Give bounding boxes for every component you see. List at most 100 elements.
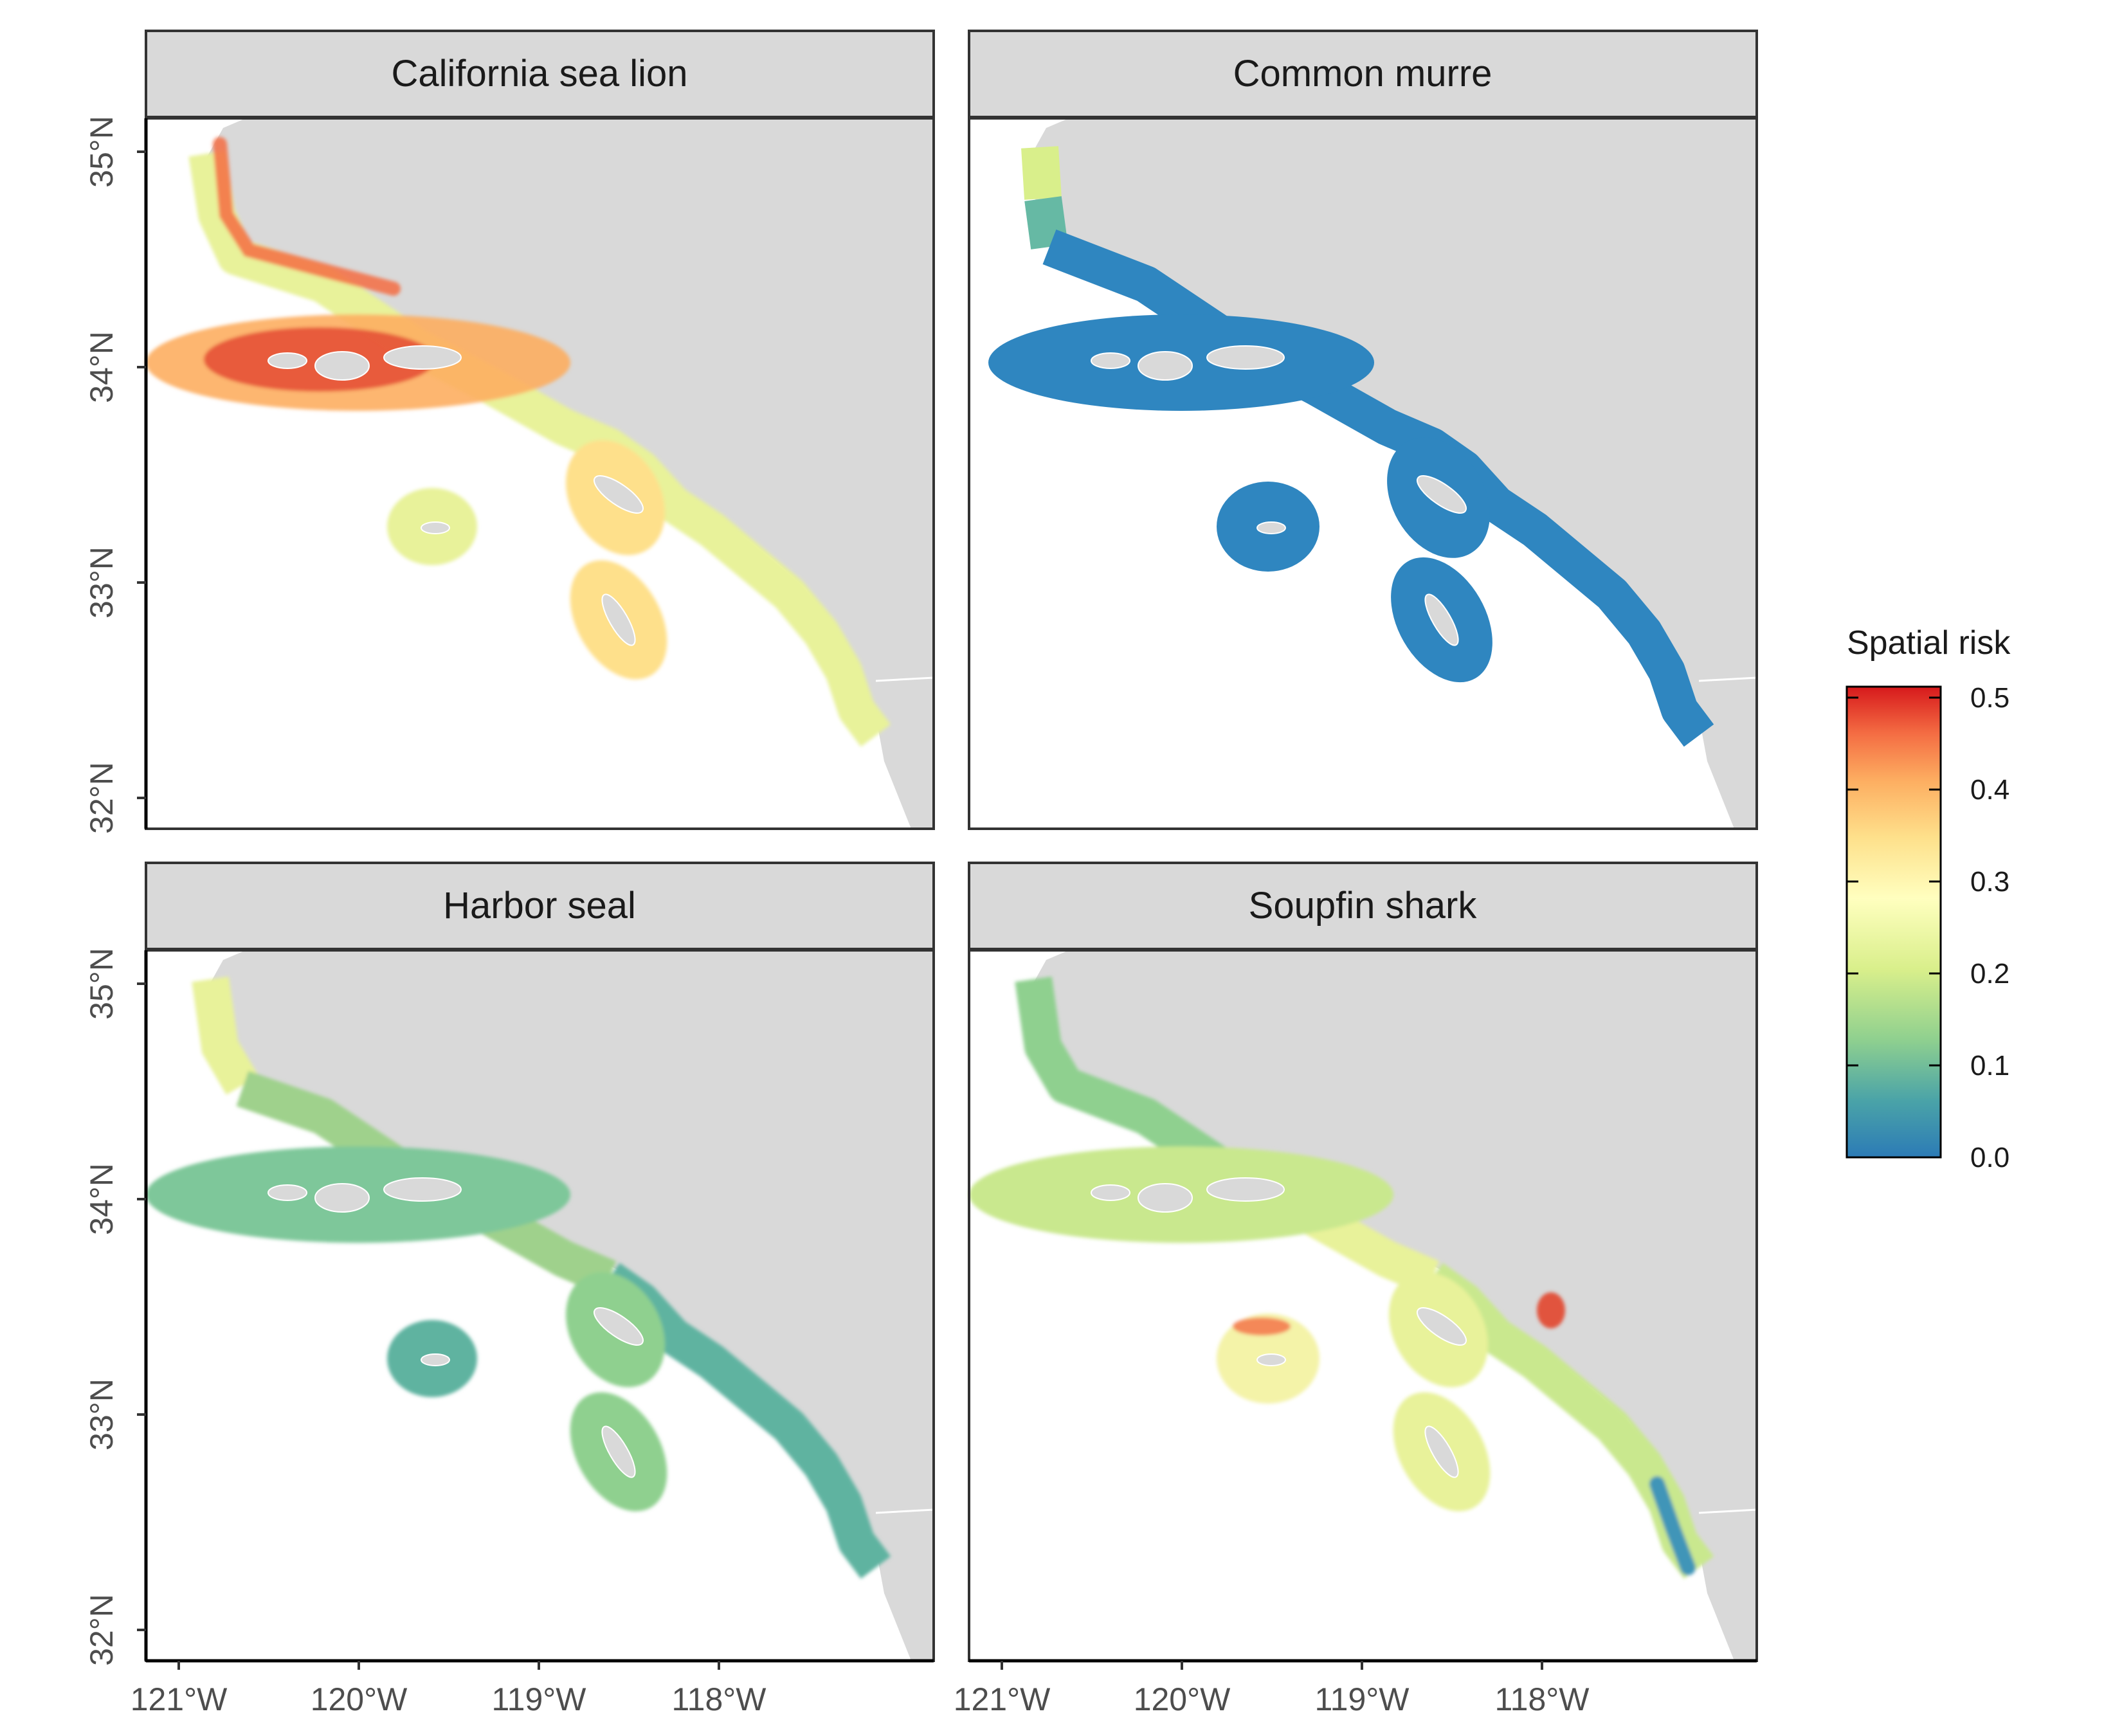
x-tick-label: 118°W <box>672 1681 767 1717</box>
santa-cruz-island <box>383 345 462 370</box>
coastal-hotspot <box>1537 1292 1565 1328</box>
x-tick-118w: 118°W <box>1495 1661 1590 1717</box>
x-axis-right: 121°W 120°W 119°W 118°W <box>954 1659 1757 1717</box>
x-axis-left: 121°W 120°W 119°W 118°W <box>131 1659 934 1717</box>
map-area <box>145 949 935 1662</box>
x-tick-121w: 121°W <box>954 1661 1051 1717</box>
california-land <box>1030 118 1757 829</box>
facet-strip-bg <box>145 30 935 118</box>
y-axis-top: 35°N 34°N 33°N 32°N <box>84 116 148 834</box>
facet-title: Soupfin shark <box>1249 885 1478 927</box>
san-nicolas-island <box>421 1353 450 1366</box>
x-tick-label: 121°W <box>131 1681 228 1717</box>
y-tick-label: 33°N <box>84 1379 120 1451</box>
legend-tick-03: 0.3 <box>1847 866 2009 898</box>
facet-title: Harbor seal <box>443 885 636 927</box>
santa-rosa-island <box>1138 1183 1193 1213</box>
y-tick-35: 35°N <box>84 116 146 188</box>
coastal-buffer-north <box>1021 146 1062 200</box>
x-tick-119w: 119°W <box>492 1661 587 1717</box>
san-clemente-island <box>601 593 636 646</box>
y-tick-label: 32°N <box>84 762 120 834</box>
legend-tick-02: 0.2 <box>1847 958 2009 990</box>
mexico-border <box>875 1508 934 1514</box>
y-tick-33: 33°N <box>84 1379 146 1451</box>
santa-cruz-island <box>383 1177 462 1202</box>
legend-tick-label: 0.5 <box>1970 682 2009 714</box>
y-tick-32: 32°N <box>84 762 146 834</box>
x-tick-118w: 118°W <box>672 1661 767 1717</box>
facet-panel-murre: Common murre <box>968 30 1758 830</box>
y-tick-label: 34°N <box>84 331 120 403</box>
san-nicolas-island <box>1256 521 1286 534</box>
map-area <box>968 117 1758 830</box>
panel-border <box>968 117 1758 830</box>
legend-tick-01: 0.1 <box>1847 1050 2009 1081</box>
san-clemente-island <box>601 1425 636 1478</box>
facet-strip-bg <box>968 30 1758 118</box>
islands <box>1091 1177 1467 1478</box>
san-nicolas-hotspot <box>1233 1317 1291 1335</box>
legend-tick-label: 0.2 <box>1970 958 2009 990</box>
san-miguel-island <box>268 1184 307 1201</box>
islands <box>268 345 644 646</box>
y-axis-bottom: 35°N 34°N 33°N 32°N <box>84 948 148 1666</box>
x-tick-121w: 121°W <box>131 1661 228 1717</box>
facet-panel-sea-lion: California sea lion <box>145 30 935 830</box>
santa-rosa-island <box>1138 351 1193 381</box>
legend-tick-05: 0.5 <box>1847 682 2009 714</box>
y-tick-label: 32°N <box>84 1594 120 1666</box>
y-tick-label: 34°N <box>84 1163 120 1235</box>
mexico-border <box>1698 676 1757 682</box>
coastal-buffer-north <box>192 976 259 1095</box>
x-tick-label: 120°W <box>311 1681 408 1717</box>
san-nicolas-island <box>421 521 450 534</box>
y-tick-34: 34°N <box>84 1163 146 1235</box>
x-tick-label: 120°W <box>1134 1681 1231 1717</box>
coastal-hotspot <box>213 137 401 296</box>
risk-overlay <box>969 976 1714 1579</box>
x-tick-label: 118°W <box>1495 1681 1590 1717</box>
san-nicolas-island <box>1256 1353 1286 1366</box>
san-miguel-island <box>1091 352 1130 369</box>
legend-title: Spatial risk <box>1847 624 2011 662</box>
y-tick-label: 33°N <box>84 547 120 619</box>
legend: Spatial risk 0.5 0.4 0.3 0.2 0.1 <box>1845 624 2011 1173</box>
legend-colorbar <box>1845 685 1942 1159</box>
mexico-border <box>1698 1508 1757 1514</box>
coastal-buffer-mid <box>1024 196 1068 249</box>
facet-title: California sea lion <box>391 53 687 95</box>
california-land <box>207 950 934 1661</box>
santa-cruz-island <box>1206 1177 1285 1202</box>
california-land <box>207 118 934 829</box>
coastal-low-risk-south <box>1649 1476 1696 1575</box>
map-area <box>145 117 935 830</box>
santa-cruz-island <box>1206 345 1285 370</box>
santa-catalina-island <box>594 1307 644 1346</box>
y-tick-label: 35°N <box>84 116 120 188</box>
legend-tick-label: 0.0 <box>1970 1142 2009 1173</box>
y-tick-33: 33°N <box>84 547 146 619</box>
legend-tick-label: 0.3 <box>1970 866 2009 898</box>
coastal-buffer-north <box>1015 976 1250 1195</box>
san-clemente-island <box>1424 593 1459 646</box>
x-tick-119w: 119°W <box>1315 1661 1410 1717</box>
facet-strip-bg <box>145 862 935 950</box>
islands <box>268 1177 644 1478</box>
x-tick-label: 119°W <box>492 1681 587 1717</box>
risk-overlay <box>146 976 891 1579</box>
santa-catalina-island <box>1417 1307 1467 1346</box>
x-tick-120w: 120°W <box>1134 1661 1231 1717</box>
san-clemente-island <box>1424 1425 1459 1478</box>
santa-catalina-island <box>1417 475 1467 514</box>
facet-strip-bg <box>968 862 1758 950</box>
santa-rosa-island <box>314 1183 370 1213</box>
facet-title: Common murre <box>1233 53 1492 95</box>
legend-tick-label: 0.1 <box>1970 1050 2009 1081</box>
y-tick-35: 35°N <box>84 948 146 1020</box>
x-tick-label: 119°W <box>1315 1681 1410 1717</box>
x-tick-120w: 120°W <box>311 1661 408 1717</box>
mexico-border <box>875 676 934 682</box>
legend-tick-label: 0.4 <box>1970 774 2009 806</box>
